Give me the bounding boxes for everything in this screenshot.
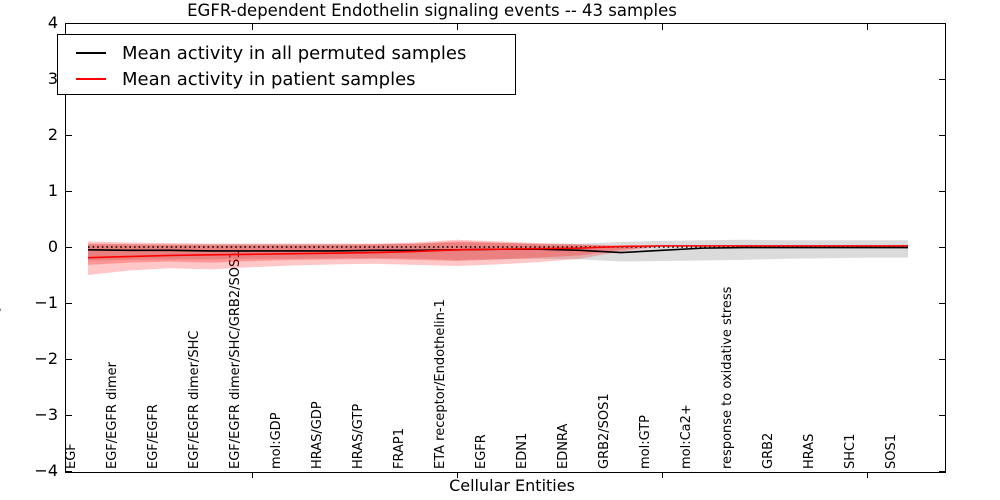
x-axis-label: Cellular Entities [449,476,575,495]
y-tick-label: 0 [47,237,58,256]
legend: Mean activity in all permuted samples Me… [57,34,516,95]
legend-label-permuted: Mean activity in all permuted samples [122,42,467,64]
legend-line-permuted-swatch [76,52,106,54]
y-tick-label: −2 [34,349,58,368]
y-axis-label: Inferred Activity [0,302,2,438]
y-tick-label: 4 [47,13,58,32]
y-tick-label: −4 [34,461,58,480]
y-tick-label: 3 [47,69,58,88]
y-tick-label: 1 [47,181,58,200]
chart-title: EGFR-dependent Endothelin signaling even… [187,1,677,20]
y-tick-label: −3 [34,405,58,424]
plot-area [65,23,946,473]
legend-item-permuted: Mean activity in all permuted samples [76,40,515,66]
y-tick-label: 2 [47,125,58,144]
y-tick-label: −1 [34,293,58,312]
legend-item-patient: Mean activity in patient samples [76,66,515,92]
legend-label-patient: Mean activity in patient samples [122,68,416,90]
legend-line-patient-swatch [76,78,106,80]
